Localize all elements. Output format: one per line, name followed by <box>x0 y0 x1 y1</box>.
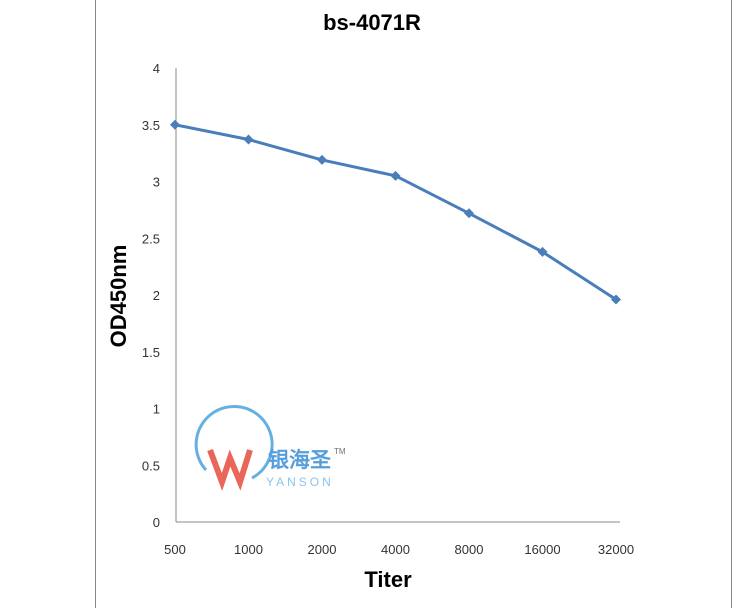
y-tick-label: 1 <box>153 402 160 417</box>
x-tick-label: 16000 <box>524 542 560 557</box>
y-tick-label: 3.5 <box>142 118 160 133</box>
x-axis-label: Titer <box>364 567 412 592</box>
y-axis-label: OD450nm <box>106 245 131 348</box>
x-tick-label: 1000 <box>234 542 263 557</box>
data-point <box>464 208 474 219</box>
x-tick-label: 32000 <box>598 542 634 557</box>
watermark-logo: 银海圣 TM YANSON <box>194 404 346 491</box>
data-point <box>317 154 327 165</box>
y-tick-label: 0.5 <box>142 458 160 473</box>
chart-frame <box>95 0 732 608</box>
y-tick-label: 2 <box>153 288 160 303</box>
data-point <box>170 119 180 130</box>
y-tick-label: 4 <box>153 61 160 76</box>
chart-title: bs-4071R <box>323 10 421 35</box>
data-point <box>390 170 401 181</box>
y-tick-label: 3 <box>153 175 160 190</box>
watermark-sub: YANSON <box>266 475 334 489</box>
x-tick-label: 4000 <box>381 542 410 557</box>
y-tick-label: 2.5 <box>142 231 160 246</box>
y-tick-label: 0 <box>153 515 160 530</box>
x-tick-label: 500 <box>164 542 186 557</box>
data-point <box>537 246 548 257</box>
data-point <box>243 134 254 145</box>
series-line <box>174 123 617 301</box>
watermark-tm: TM <box>334 447 346 456</box>
x-tick-label: 2000 <box>308 542 337 557</box>
watermark-text: 银海圣 <box>268 448 332 472</box>
data-point <box>611 294 621 305</box>
y-tick-label: 1.5 <box>142 345 160 360</box>
x-tick-label: 8000 <box>455 542 484 557</box>
